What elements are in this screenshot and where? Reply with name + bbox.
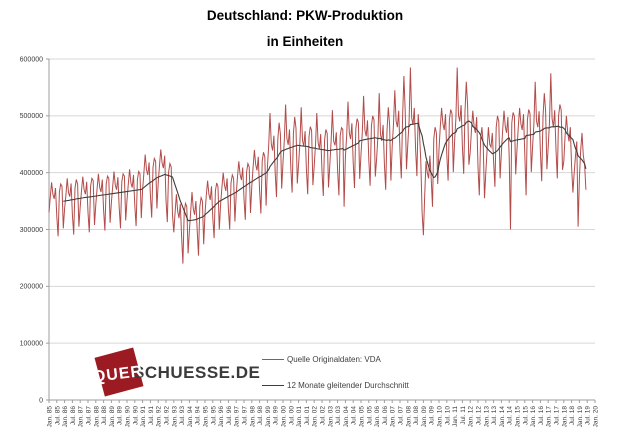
svg-text:Jul. 91: Jul. 91 [148,406,155,426]
svg-text:Jan. 19: Jan. 19 [577,406,584,428]
x-axis-labels: Jan. 85 Jul. 85 Jan. 86 Jul. 86 Jan. 87 Jul. … [47,406,600,428]
watermark-domain-text: SCHUESSE.DE [133,363,261,382]
svg-text:Jul. 08: Jul. 08 [413,406,420,426]
x-axis-ticks [48,400,596,403]
svg-text:Jul. 17: Jul. 17 [554,406,561,426]
svg-text:Jul. 94: Jul. 94 [195,406,202,426]
svg-text:300000: 300000 [20,227,43,234]
legend-label-original-data: Quelle Originaldaten: VDA [287,354,381,364]
svg-text:Jan. 18: Jan. 18 [561,406,568,428]
svg-text:Jul. 92: Jul. 92 [164,406,171,426]
legend-label-moving-average: 12 Monate gleitender Durchschnitt [287,380,409,390]
svg-text:Jul. 95: Jul. 95 [210,406,217,426]
svg-text:Jan. 86: Jan. 86 [62,406,69,428]
svg-text:Jul. 86: Jul. 86 [70,406,77,426]
svg-text:Jan. 11: Jan. 11 [452,406,459,427]
svg-text:Jul. 14: Jul. 14 [507,406,514,426]
svg-text:Jul. 19: Jul. 19 [585,406,592,426]
svg-text:Jan. 97: Jan. 97 [234,406,241,428]
svg-text:Jul. 01: Jul. 01 [304,406,311,426]
svg-text:Jan. 93: Jan. 93 [171,406,178,428]
svg-text:Jul. 88: Jul. 88 [101,406,108,426]
svg-text:Jan. 15: Jan. 15 [515,406,522,428]
svg-text:Jan. 92: Jan. 92 [156,406,163,428]
svg-text:Jan. 94: Jan. 94 [187,406,194,428]
svg-text:Jul. 90: Jul. 90 [132,406,139,426]
chart-title-line1: Deutschland: PKW-Produktion [206,8,404,23]
svg-text:Jan. 89: Jan. 89 [109,406,116,428]
svg-text:Jul. 98: Jul. 98 [257,406,264,426]
svg-text:Jan. 04: Jan. 04 [343,406,350,428]
svg-text:Jan. 12: Jan. 12 [468,406,475,428]
svg-text:Jul. 16: Jul. 16 [538,406,545,426]
svg-text:Jan. 05: Jan. 05 [359,406,366,428]
legend-item-moving-average: 12 Monate gleitender Durchschnitt [262,378,409,392]
svg-text:Jul. 00: Jul. 00 [288,406,295,426]
svg-text:Jan. 90: Jan. 90 [125,406,132,428]
svg-text:Jan. 91: Jan. 91 [140,406,147,428]
svg-text:Jul. 85: Jul. 85 [54,406,61,426]
svg-text:200000: 200000 [20,284,43,291]
chart-title: Deutschland: PKW-Produktion in Einheiten [0,8,610,49]
svg-text:Jul. 03: Jul. 03 [335,406,342,426]
svg-text:Jan. 01: Jan. 01 [296,406,303,428]
svg-text:Jan. 95: Jan. 95 [203,406,210,428]
watermark-logo: SCHUESSE.DE QUER [90,346,260,408]
svg-text:Jan. 02: Jan. 02 [312,406,319,428]
svg-text:400000: 400000 [20,170,43,177]
svg-text:600000: 600000 [20,56,43,63]
svg-text:Jan. 99: Jan. 99 [265,406,272,428]
svg-text:Jan. 03: Jan. 03 [327,406,334,428]
svg-text:Jan. 14: Jan. 14 [499,406,506,428]
legend: Quelle Originaldaten: VDA 12 Monate glei… [262,352,409,392]
svg-text:Jul. 06: Jul. 06 [382,406,389,426]
svg-text:Jul. 97: Jul. 97 [242,406,249,426]
svg-text:Jan. 08: Jan. 08 [405,406,412,428]
svg-text:Jan. 20: Jan. 20 [593,406,600,428]
svg-text:Jul. 07: Jul. 07 [398,406,405,426]
series-moving-average-line [63,120,587,222]
svg-text:Jul. 05: Jul. 05 [366,406,373,426]
svg-text:Jul. 04: Jul. 04 [351,406,358,426]
svg-text:Jul. 11: Jul. 11 [460,406,467,425]
svg-text:Jan. 85: Jan. 85 [47,406,54,428]
svg-text:Jul. 96: Jul. 96 [226,406,233,426]
svg-text:500000: 500000 [20,113,43,120]
svg-text:Jan. 96: Jan. 96 [218,406,225,428]
svg-text:Jan. 16: Jan. 16 [530,406,537,428]
svg-text:Jul. 99: Jul. 99 [273,406,280,426]
svg-text:Jan. 98: Jan. 98 [249,406,256,428]
legend-gray-line-swatch [262,384,284,386]
svg-text:Jan. 00: Jan. 00 [281,406,288,428]
chart-title-line2: in Einheiten [266,34,344,49]
svg-text:Jul. 10: Jul. 10 [444,406,451,426]
svg-text:Jan. 10: Jan. 10 [437,406,444,428]
svg-text:Jan. 87: Jan. 87 [78,406,85,428]
y-axis-labels: 0 100000 200000 300000 400000 500000 600000 [20,56,43,404]
svg-text:Jan. 06: Jan. 06 [374,406,381,428]
series-original-data-line [48,67,587,264]
svg-text:Jan. 07: Jan. 07 [390,406,397,428]
svg-text:100000: 100000 [20,341,43,348]
svg-text:Jan. 17: Jan. 17 [546,406,553,428]
legend-item-original-data: Quelle Originaldaten: VDA [262,352,409,366]
svg-text:Jul. 87: Jul. 87 [86,406,93,426]
svg-text:Jul. 93: Jul. 93 [179,406,186,426]
svg-text:Jul. 09: Jul. 09 [429,406,436,426]
svg-text:Jul. 02: Jul. 02 [320,406,327,426]
svg-text:Jan. 88: Jan. 88 [93,406,100,428]
svg-text:Jul. 18: Jul. 18 [569,406,576,426]
svg-text:0: 0 [39,397,43,404]
svg-text:Jul. 89: Jul. 89 [117,406,124,426]
svg-text:Jan. 13: Jan. 13 [483,406,490,428]
legend-red-line-swatch [262,358,284,360]
svg-text:Jul. 12: Jul. 12 [476,406,483,426]
svg-text:Jul. 15: Jul. 15 [522,406,529,426]
svg-text:Jan. 09: Jan. 09 [421,406,428,428]
svg-text:Jul. 13: Jul. 13 [491,406,498,426]
